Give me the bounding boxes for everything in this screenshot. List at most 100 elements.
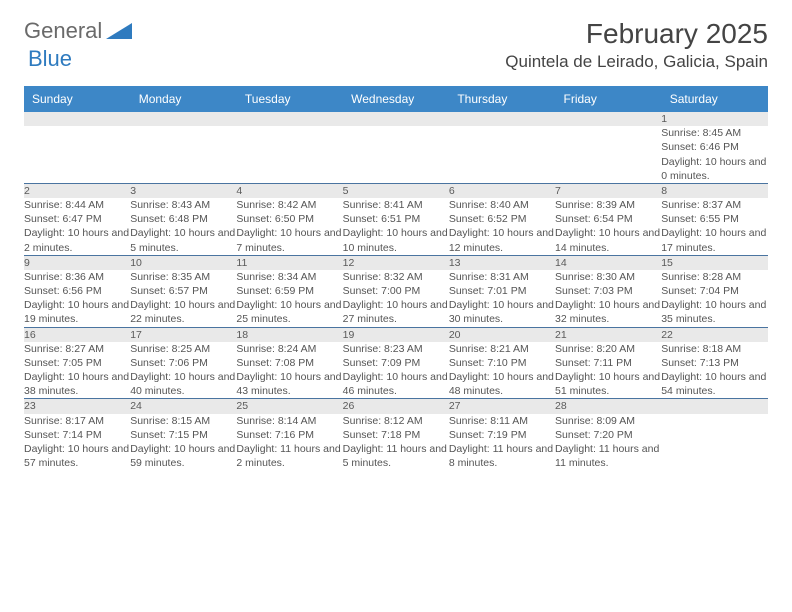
day-cell: Sunrise: 8:32 AMSunset: 7:00 PMDaylight:… <box>343 270 449 327</box>
day-content-row: Sunrise: 8:45 AMSunset: 6:46 PMDaylight:… <box>24 126 768 183</box>
day-cell-content: Sunrise: 8:20 AMSunset: 7:11 PMDaylight:… <box>555 342 661 399</box>
day-number: 5 <box>343 183 449 198</box>
day-number: 21 <box>555 327 661 342</box>
day-cell: Sunrise: 8:09 AMSunset: 7:20 PMDaylight:… <box>555 414 661 471</box>
day-number <box>24 112 130 126</box>
day-number: 13 <box>449 255 555 270</box>
day-cell: Sunrise: 8:14 AMSunset: 7:16 PMDaylight:… <box>236 414 342 471</box>
day-header: Sunday <box>24 86 130 112</box>
day-cell: Sunrise: 8:44 AMSunset: 6:47 PMDaylight:… <box>24 198 130 255</box>
day-cell-content: Sunrise: 8:39 AMSunset: 6:54 PMDaylight:… <box>555 198 661 255</box>
day-cell-content: Sunrise: 8:45 AMSunset: 6:46 PMDaylight:… <box>661 126 767 183</box>
day-content-row: Sunrise: 8:27 AMSunset: 7:05 PMDaylight:… <box>24 342 768 399</box>
day-number <box>555 112 661 126</box>
day-cell: Sunrise: 8:39 AMSunset: 6:54 PMDaylight:… <box>555 198 661 255</box>
day-number: 3 <box>130 183 236 198</box>
day-cell-content: Sunrise: 8:09 AMSunset: 7:20 PMDaylight:… <box>555 414 661 471</box>
day-number: 2 <box>24 183 130 198</box>
day-number: 17 <box>130 327 236 342</box>
day-cell-content: Sunrise: 8:27 AMSunset: 7:05 PMDaylight:… <box>24 342 130 399</box>
day-cell-content: Sunrise: 8:30 AMSunset: 7:03 PMDaylight:… <box>555 270 661 327</box>
day-number: 9 <box>24 255 130 270</box>
day-number: 6 <box>449 183 555 198</box>
day-cell-content: Sunrise: 8:12 AMSunset: 7:18 PMDaylight:… <box>343 414 449 471</box>
day-number-row: 2345678 <box>24 183 768 198</box>
day-number-row: 16171819202122 <box>24 327 768 342</box>
day-header-row: Sunday Monday Tuesday Wednesday Thursday… <box>24 86 768 112</box>
day-cell <box>555 126 661 183</box>
day-number: 10 <box>130 255 236 270</box>
day-cell-content: Sunrise: 8:41 AMSunset: 6:51 PMDaylight:… <box>343 198 449 255</box>
day-cell-content: Sunrise: 8:24 AMSunset: 7:08 PMDaylight:… <box>236 342 342 399</box>
day-number: 27 <box>449 399 555 414</box>
day-cell: Sunrise: 8:31 AMSunset: 7:01 PMDaylight:… <box>449 270 555 327</box>
day-cell-content <box>24 126 130 178</box>
day-header: Friday <box>555 86 661 112</box>
day-cell-content: Sunrise: 8:17 AMSunset: 7:14 PMDaylight:… <box>24 414 130 471</box>
day-cell-content: Sunrise: 8:32 AMSunset: 7:00 PMDaylight:… <box>343 270 449 327</box>
day-number: 22 <box>661 327 767 342</box>
day-cell <box>661 414 767 471</box>
day-number <box>343 112 449 126</box>
day-cell-content: Sunrise: 8:28 AMSunset: 7:04 PMDaylight:… <box>661 270 767 327</box>
day-cell-content: Sunrise: 8:42 AMSunset: 6:50 PMDaylight:… <box>236 198 342 255</box>
day-number: 24 <box>130 399 236 414</box>
day-cell: Sunrise: 8:27 AMSunset: 7:05 PMDaylight:… <box>24 342 130 399</box>
day-cell: Sunrise: 8:28 AMSunset: 7:04 PMDaylight:… <box>661 270 767 327</box>
month-title: February 2025 <box>505 18 768 50</box>
day-cell: Sunrise: 8:18 AMSunset: 7:13 PMDaylight:… <box>661 342 767 399</box>
day-cell: Sunrise: 8:34 AMSunset: 6:59 PMDaylight:… <box>236 270 342 327</box>
day-cell-content: Sunrise: 8:18 AMSunset: 7:13 PMDaylight:… <box>661 342 767 399</box>
day-cell: Sunrise: 8:40 AMSunset: 6:52 PMDaylight:… <box>449 198 555 255</box>
day-number: 12 <box>343 255 449 270</box>
day-number: 8 <box>661 183 767 198</box>
day-number-row: 232425262728 <box>24 399 768 414</box>
day-cell-content: Sunrise: 8:35 AMSunset: 6:57 PMDaylight:… <box>130 270 236 327</box>
day-cell-content <box>130 126 236 178</box>
day-number <box>236 112 342 126</box>
logo: General <box>24 18 136 44</box>
day-cell-content: Sunrise: 8:25 AMSunset: 7:06 PMDaylight:… <box>130 342 236 399</box>
day-number: 15 <box>661 255 767 270</box>
day-cell-content: Sunrise: 8:31 AMSunset: 7:01 PMDaylight:… <box>449 270 555 327</box>
day-number: 20 <box>449 327 555 342</box>
day-header: Tuesday <box>236 86 342 112</box>
day-cell-content <box>343 126 449 178</box>
day-number <box>130 112 236 126</box>
day-content-row: Sunrise: 8:17 AMSunset: 7:14 PMDaylight:… <box>24 414 768 471</box>
day-cell <box>236 126 342 183</box>
day-cell <box>343 126 449 183</box>
day-cell <box>24 126 130 183</box>
day-number: 1 <box>661 112 767 126</box>
day-cell: Sunrise: 8:30 AMSunset: 7:03 PMDaylight:… <box>555 270 661 327</box>
day-cell: Sunrise: 8:23 AMSunset: 7:09 PMDaylight:… <box>343 342 449 399</box>
day-cell-content: Sunrise: 8:34 AMSunset: 6:59 PMDaylight:… <box>236 270 342 327</box>
day-cell-content <box>661 414 767 466</box>
day-cell-content: Sunrise: 8:43 AMSunset: 6:48 PMDaylight:… <box>130 198 236 255</box>
day-cell: Sunrise: 8:20 AMSunset: 7:11 PMDaylight:… <box>555 342 661 399</box>
day-number <box>449 112 555 126</box>
day-cell-content: Sunrise: 8:14 AMSunset: 7:16 PMDaylight:… <box>236 414 342 471</box>
day-cell-content: Sunrise: 8:37 AMSunset: 6:55 PMDaylight:… <box>661 198 767 255</box>
day-cell-content: Sunrise: 8:15 AMSunset: 7:15 PMDaylight:… <box>130 414 236 471</box>
day-number <box>661 399 767 414</box>
day-number: 25 <box>236 399 342 414</box>
day-cell: Sunrise: 8:24 AMSunset: 7:08 PMDaylight:… <box>236 342 342 399</box>
day-number: 19 <box>343 327 449 342</box>
logo-text-blue: Blue <box>28 46 72 71</box>
day-cell: Sunrise: 8:17 AMSunset: 7:14 PMDaylight:… <box>24 414 130 471</box>
day-cell-content: Sunrise: 8:36 AMSunset: 6:56 PMDaylight:… <box>24 270 130 327</box>
day-header: Thursday <box>449 86 555 112</box>
calendar-table: Sunday Monday Tuesday Wednesday Thursday… <box>24 86 768 470</box>
day-cell: Sunrise: 8:12 AMSunset: 7:18 PMDaylight:… <box>343 414 449 471</box>
day-number-row: 1 <box>24 112 768 126</box>
day-number: 11 <box>236 255 342 270</box>
day-number: 18 <box>236 327 342 342</box>
day-number: 28 <box>555 399 661 414</box>
day-content-row: Sunrise: 8:36 AMSunset: 6:56 PMDaylight:… <box>24 270 768 327</box>
day-number-row: 9101112131415 <box>24 255 768 270</box>
day-content-row: Sunrise: 8:44 AMSunset: 6:47 PMDaylight:… <box>24 198 768 255</box>
day-cell: Sunrise: 8:11 AMSunset: 7:19 PMDaylight:… <box>449 414 555 471</box>
day-cell-content: Sunrise: 8:11 AMSunset: 7:19 PMDaylight:… <box>449 414 555 471</box>
day-number: 16 <box>24 327 130 342</box>
